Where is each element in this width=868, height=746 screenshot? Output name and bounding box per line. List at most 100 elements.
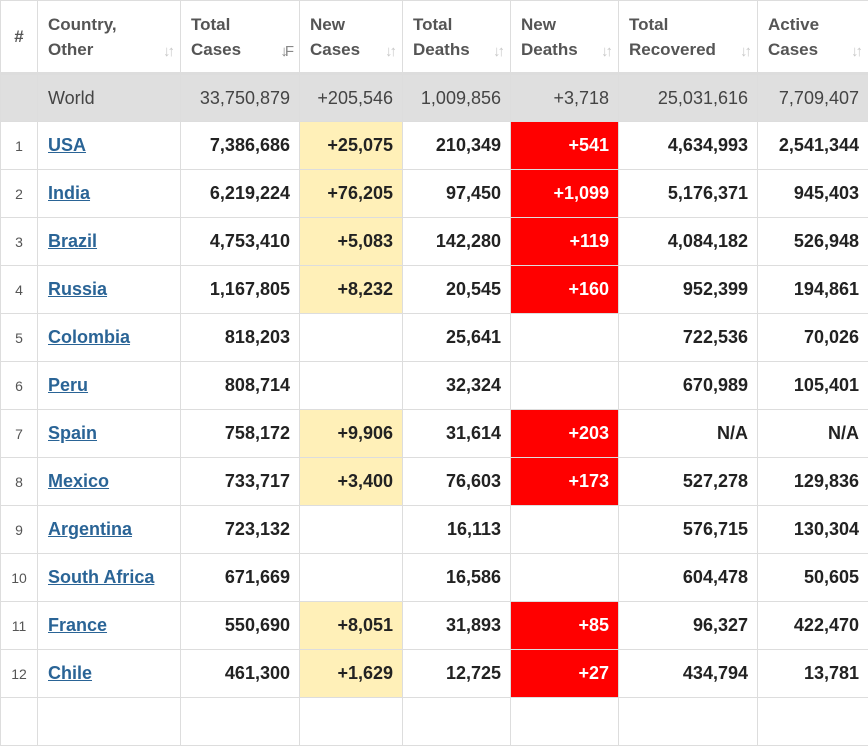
- country-cell: South Africa: [38, 554, 181, 602]
- sort-icon[interactable]: ↓↑: [851, 39, 860, 64]
- sort-descending-icon[interactable]: ↓F: [280, 39, 291, 64]
- world-new-cases-cell: +205,546: [300, 74, 403, 122]
- active-cases-header-line2: Cases: [768, 37, 858, 62]
- country-link[interactable]: Peru: [48, 375, 88, 395]
- country-cell: [38, 698, 181, 746]
- total-deaths-cell: 16,113: [403, 506, 511, 554]
- country-link[interactable]: Russia: [48, 279, 107, 299]
- total-recovered-cell: N/A: [619, 410, 758, 458]
- new-cases-cell: +25,075: [300, 122, 403, 170]
- total-recovered-column-header[interactable]: Total Recovered ↓↑: [619, 1, 758, 74]
- total-cases-cell: [181, 698, 300, 746]
- country-link[interactable]: USA: [48, 135, 86, 155]
- active-cases-cell: 50,605: [758, 554, 868, 602]
- country-link[interactable]: India: [48, 183, 90, 203]
- table-body: World 33,750,879 +205,546 1,009,856 +3,7…: [1, 74, 868, 746]
- country-link[interactable]: Spain: [48, 423, 97, 443]
- new-deaths-cell: [511, 506, 619, 554]
- total-recovered-cell: 527,278: [619, 458, 758, 506]
- country-link[interactable]: Colombia: [48, 327, 130, 347]
- total-recovered-cell: 722,536: [619, 314, 758, 362]
- total-recovered-cell: 434,794: [619, 650, 758, 698]
- total-deaths-cell: 97,450: [403, 170, 511, 218]
- country-cell: Brazil: [38, 218, 181, 266]
- total-recovered-cell: 5,176,371: [619, 170, 758, 218]
- total-deaths-cell: 16,586: [403, 554, 511, 602]
- total-cases-cell: 723,132: [181, 506, 300, 554]
- total-recovered-cell: 4,634,993: [619, 122, 758, 170]
- table-header: # Country, Other ↓↑ Total Cases ↓F New C…: [1, 1, 868, 74]
- active-cases-column-header[interactable]: Active Cases ↓↑: [758, 1, 868, 74]
- active-cases-cell: [758, 698, 868, 746]
- new-deaths-cell: +541: [511, 122, 619, 170]
- total-cases-header-line1: Total: [191, 12, 289, 37]
- total-deaths-cell: 32,324: [403, 362, 511, 410]
- new-deaths-cell: +203: [511, 410, 619, 458]
- country-cell: Russia: [38, 266, 181, 314]
- active-cases-cell: 422,470: [758, 602, 868, 650]
- new-cases-cell: +76,205: [300, 170, 403, 218]
- rank-column-header[interactable]: #: [1, 1, 38, 74]
- country-header-line2: Other: [48, 37, 170, 62]
- total-cases-cell: 808,714: [181, 362, 300, 410]
- sort-icon[interactable]: ↓↑: [493, 39, 502, 64]
- new-cases-cell: +5,083: [300, 218, 403, 266]
- world-total-recovered-cell: 25,031,616: [619, 74, 758, 122]
- new-cases-column-header[interactable]: New Cases ↓↑: [300, 1, 403, 74]
- rank-cell: 12: [1, 650, 38, 698]
- sort-icon[interactable]: ↓↑: [163, 39, 172, 64]
- total-cases-cell: 7,386,686: [181, 122, 300, 170]
- rank-cell: 3: [1, 218, 38, 266]
- country-cell: France: [38, 602, 181, 650]
- new-deaths-cell: +85: [511, 602, 619, 650]
- world-name-cell: World: [38, 74, 181, 122]
- country-link[interactable]: France: [48, 615, 107, 635]
- sort-icon[interactable]: ↓↑: [740, 39, 749, 64]
- rank-cell: 9: [1, 506, 38, 554]
- new-deaths-cell: [511, 554, 619, 602]
- rank-cell: 10: [1, 554, 38, 602]
- world-rank-cell: [1, 74, 38, 122]
- new-deaths-header-line1: New: [521, 12, 608, 37]
- active-cases-cell: 526,948: [758, 218, 868, 266]
- new-deaths-cell: +119: [511, 218, 619, 266]
- country-link[interactable]: Chile: [48, 663, 92, 683]
- total-cases-column-header[interactable]: Total Cases ↓F: [181, 1, 300, 74]
- new-cases-cell: [300, 362, 403, 410]
- total-cases-cell: 1,167,805: [181, 266, 300, 314]
- rank-header-label: #: [14, 27, 23, 46]
- new-deaths-column-header[interactable]: New Deaths ↓↑: [511, 1, 619, 74]
- rank-cell: 8: [1, 458, 38, 506]
- active-cases-cell: 945,403: [758, 170, 868, 218]
- table-row: [1, 698, 868, 746]
- country-link[interactable]: Mexico: [48, 471, 109, 491]
- active-cases-cell: 194,861: [758, 266, 868, 314]
- new-cases-cell: [300, 698, 403, 746]
- country-link[interactable]: Brazil: [48, 231, 97, 251]
- new-deaths-cell: +27: [511, 650, 619, 698]
- total-deaths-column-header[interactable]: Total Deaths ↓↑: [403, 1, 511, 74]
- sort-icon[interactable]: ↓↑: [601, 39, 610, 64]
- active-cases-header-line1: Active: [768, 12, 858, 37]
- new-cases-cell: +8,232: [300, 266, 403, 314]
- country-link[interactable]: Argentina: [48, 519, 132, 539]
- total-deaths-cell: 76,603: [403, 458, 511, 506]
- active-cases-cell: 129,836: [758, 458, 868, 506]
- new-cases-cell: +9,906: [300, 410, 403, 458]
- total-cases-cell: 6,219,224: [181, 170, 300, 218]
- new-cases-cell: +8,051: [300, 602, 403, 650]
- sort-icon[interactable]: ↓↑: [385, 39, 394, 64]
- new-cases-cell: +1,629: [300, 650, 403, 698]
- country-cell: Mexico: [38, 458, 181, 506]
- country-link[interactable]: South Africa: [48, 567, 154, 587]
- country-column-header[interactable]: Country, Other ↓↑: [38, 1, 181, 74]
- country-cell: Argentina: [38, 506, 181, 554]
- total-cases-header-line2: Cases: [191, 37, 289, 62]
